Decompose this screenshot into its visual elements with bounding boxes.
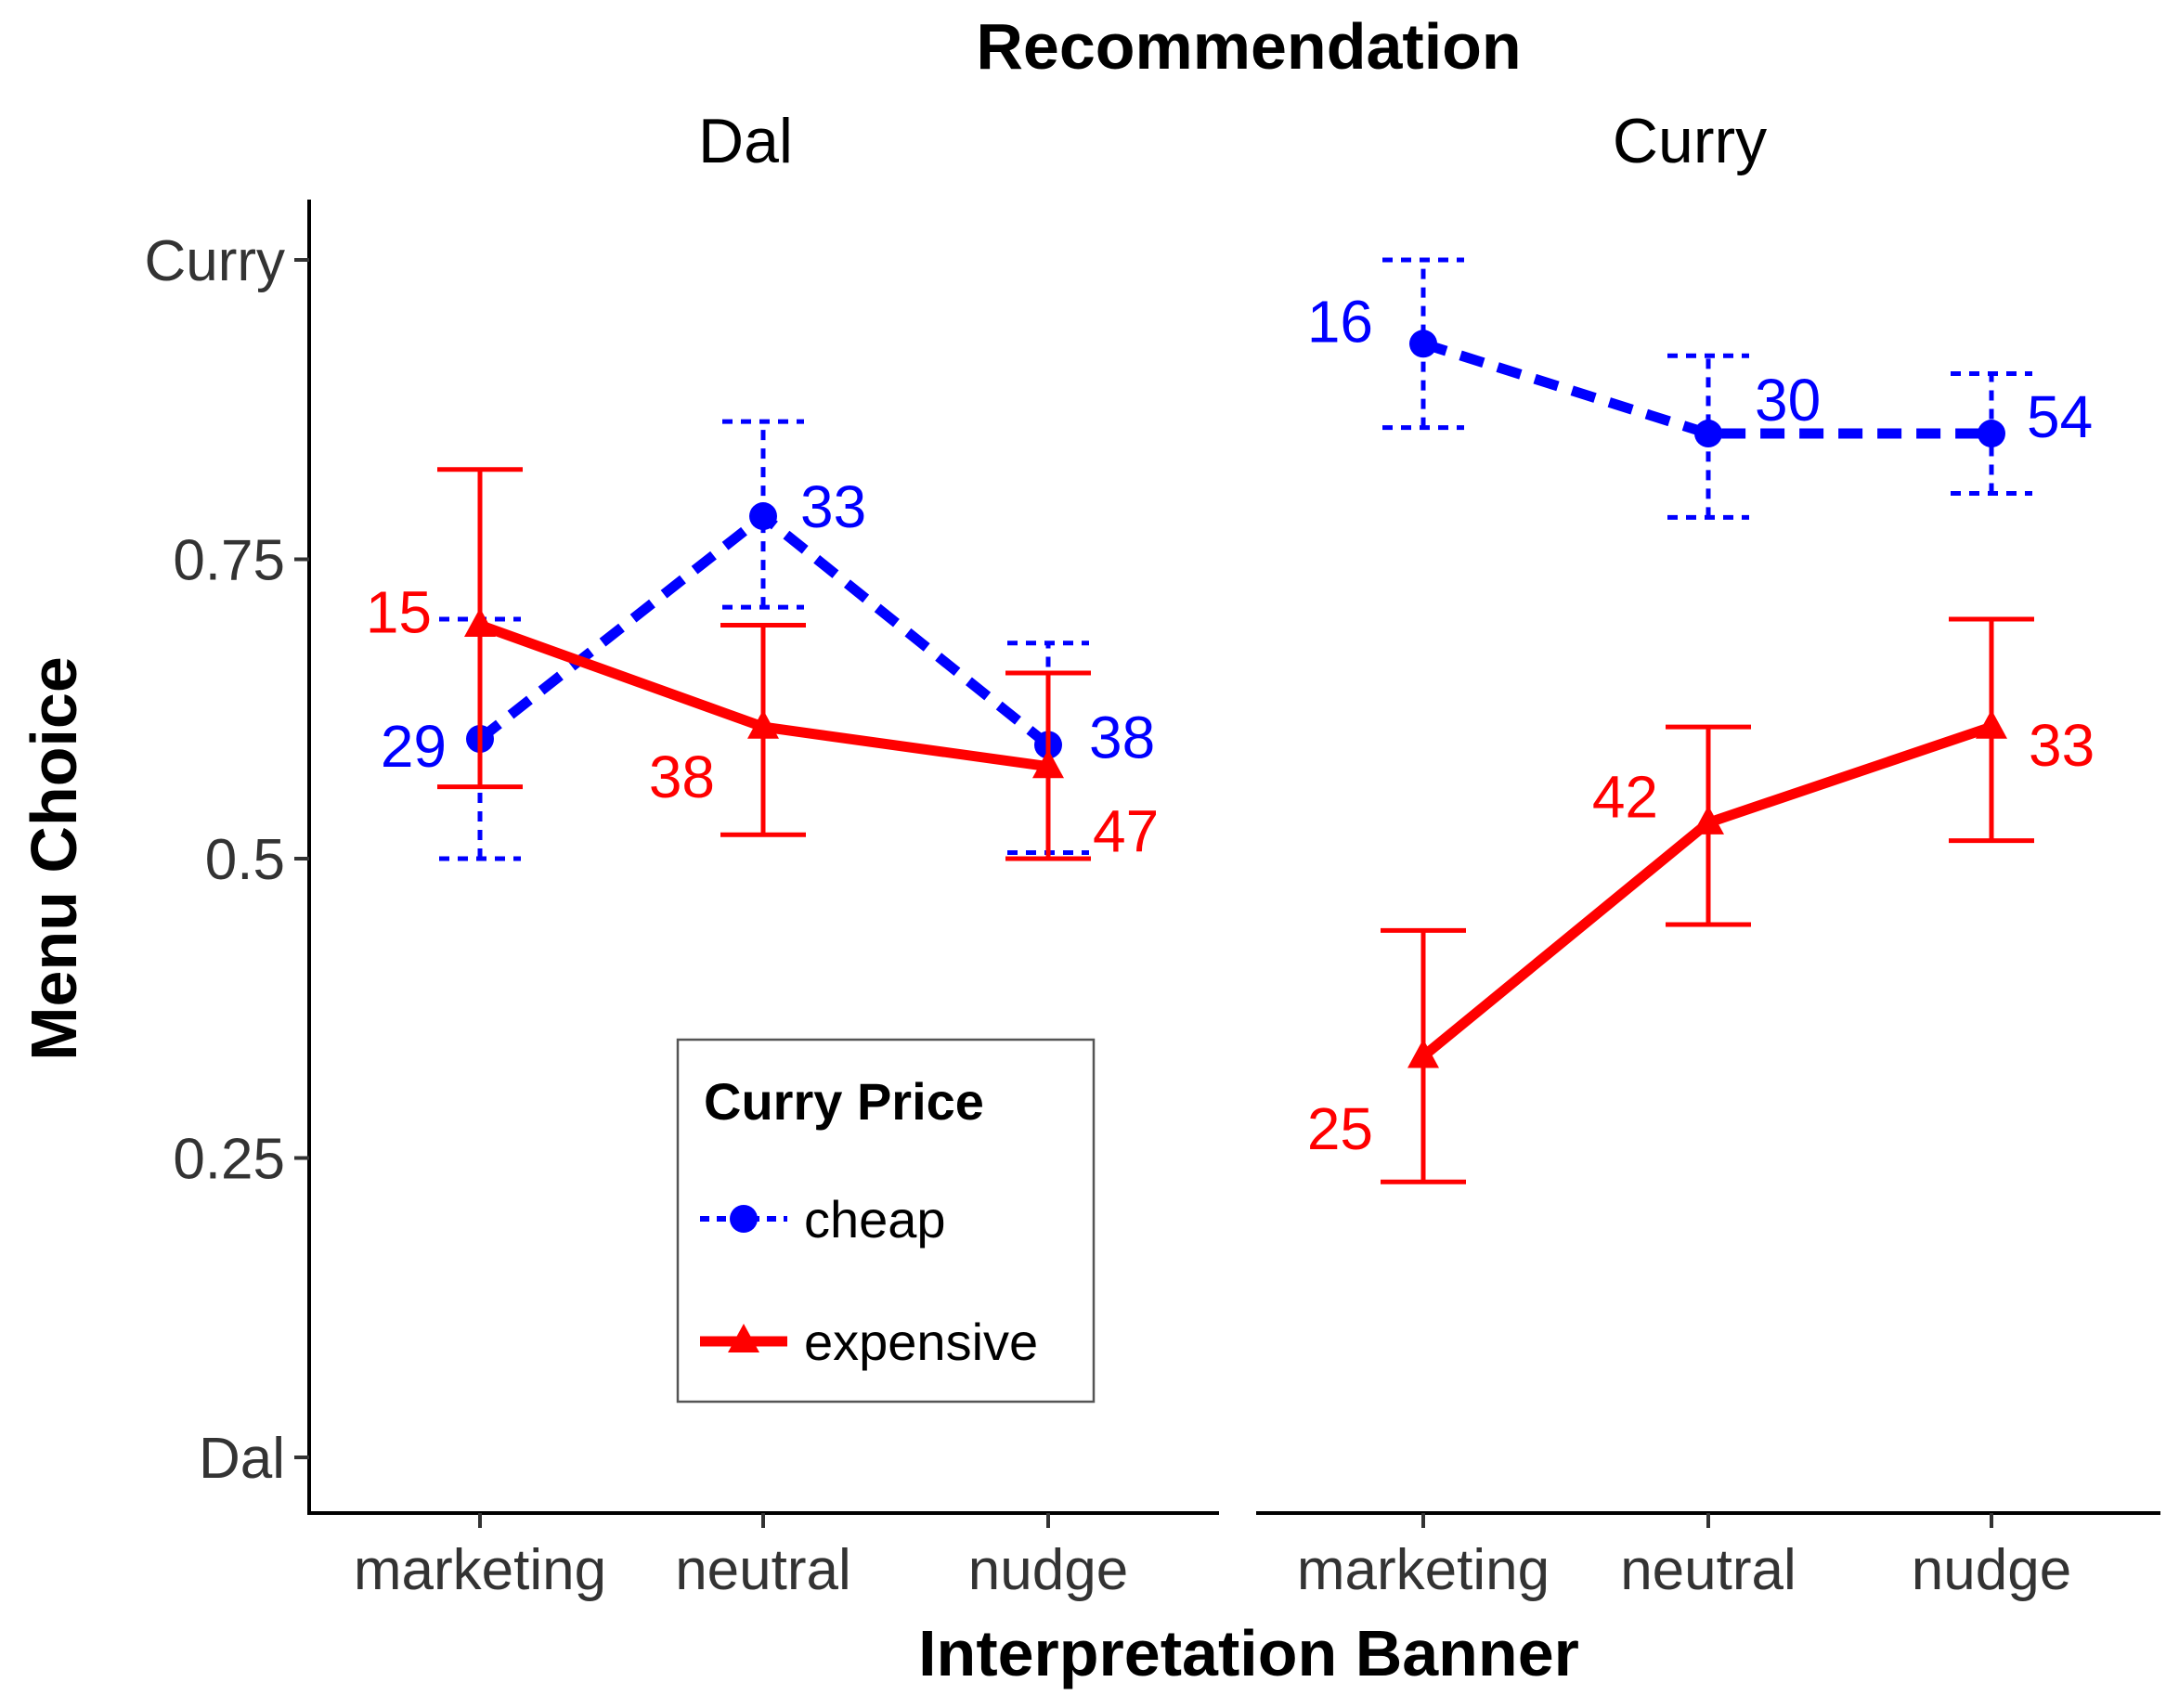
panel-strip-label: Dal [698,106,793,176]
x-tick-label: nudge [1912,1538,2071,1602]
data-label: 33 [2029,712,2095,779]
data-label: 38 [1089,704,1155,770]
legend-key-marker [730,1205,758,1233]
data-point [464,607,496,638]
error-bar [722,419,804,610]
data-point [1693,805,1724,835]
x-axis-title: Interpretation Banner [918,1617,1579,1689]
y-tick-label: 0.5 [205,828,285,892]
chart-panels: Dal Curry 0.75 0.5 0.25 Dal marketing neutral nu… [144,106,2160,1602]
x-tick-label: marketing [1297,1538,1550,1602]
series-expensive: 25 42 33 [1307,616,2095,1184]
data-label: 30 [1755,367,1821,433]
data-label: 42 [1592,763,1658,830]
series-line [1421,339,1991,439]
chart-title: Recommendation [976,10,1521,83]
data-label: 38 [649,744,715,810]
panel-dal: Dal Curry 0.75 0.5 0.25 Dal marketing neutral nu… [144,106,1219,1602]
panel-curry: Curry marketing neutral nudge 16 30 54 25 42 33 [1256,106,2160,1602]
x-tick-label: nudge [968,1538,1128,1602]
data-label: 33 [800,473,866,540]
data-point [1409,330,1437,358]
data-point [1032,749,1064,779]
x-tick-label: marketing [354,1538,606,1602]
legend: Curry Price cheap expensive [676,1038,1096,1404]
data-point [749,502,777,531]
y-tick-label: Curry [144,229,285,293]
data-label: 16 [1307,288,1373,355]
legend-item-label: expensive [804,1313,1038,1371]
legend-item-expensive: expensive [700,1313,1038,1371]
data-point [1976,709,2007,739]
data-point [1978,420,2005,448]
legend-item-cheap: cheap [700,1190,946,1249]
data-label: 29 [381,713,447,780]
legend-title: Curry Price [704,1072,984,1131]
legend-key-marker [728,1324,759,1352]
data-label: 54 [2027,383,2093,450]
series-expensive: 15 38 47 [366,467,1159,865]
y-tick-label: 0.25 [173,1128,285,1192]
panel-strip-label: Curry [1613,106,1767,176]
data-point [747,709,779,739]
y-axis-title: Menu Choice [18,656,90,1061]
x-tick-label: neutral [1620,1538,1796,1602]
data-label: 25 [1307,1095,1373,1162]
data-label: 15 [366,578,432,645]
data-point [1407,1039,1439,1068]
x-tick-label: neutral [675,1538,851,1602]
data-point [1694,420,1722,448]
y-tick-label: 0.75 [173,529,285,593]
data-label: 47 [1093,798,1159,865]
series-cheap: 16 30 54 [1307,257,2093,520]
series-cheap: 29 33 38 [381,419,1155,861]
y-tick-label: Dal [199,1427,285,1491]
legend-item-label: cheap [804,1190,946,1249]
